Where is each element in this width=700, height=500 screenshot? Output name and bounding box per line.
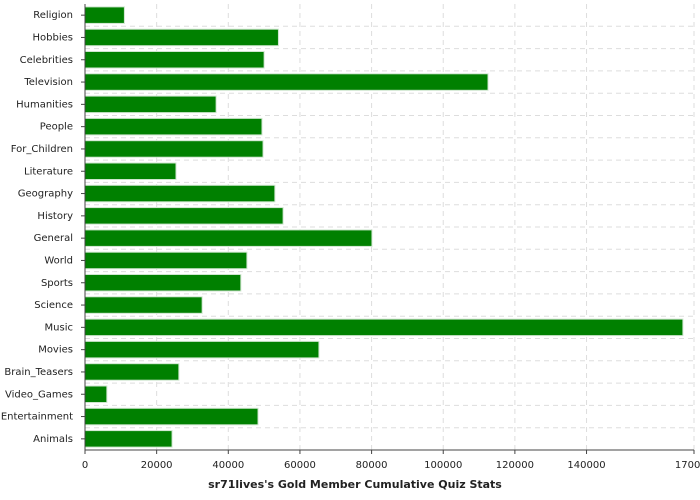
y-tick-label: Hobbies — [33, 32, 73, 43]
bar — [84, 6, 125, 24]
y-tick-label: Television — [23, 77, 73, 88]
y-tick-label: Music — [45, 322, 73, 333]
y-tick-label: Brain_Teasers — [4, 367, 73, 378]
bar — [84, 162, 177, 181]
bar — [84, 251, 248, 270]
bar — [84, 184, 276, 203]
y-tick-label: History — [37, 211, 73, 222]
y-tick-label: World — [44, 255, 73, 266]
x-tick-label: 40000 — [212, 460, 244, 471]
x-tick-label: 170000 — [675, 460, 700, 471]
bar — [84, 140, 264, 158]
bar — [84, 229, 373, 247]
y-tick-label: Science — [34, 300, 73, 311]
y-tick-label: People — [40, 122, 73, 133]
bar — [84, 407, 259, 426]
bar — [84, 95, 217, 114]
x-tick-label: 20000 — [141, 460, 173, 471]
bar — [84, 73, 489, 91]
y-tick-label: Animals — [33, 434, 73, 445]
y-tick-label: Video_Games — [5, 389, 73, 400]
x-tick-label: 100000 — [424, 460, 462, 471]
x-tick-label: 80000 — [356, 460, 388, 471]
chart-title: sr71lives's Gold Member Cumulative Quiz … — [208, 478, 502, 491]
bar — [84, 363, 180, 381]
y-tick-label: General — [34, 233, 73, 244]
bar — [84, 28, 279, 47]
bar — [84, 318, 684, 337]
y-tick-label: Religion — [33, 10, 73, 21]
y-tick-label: Celebrities — [20, 55, 73, 66]
y-tick-label: Entertainment — [1, 412, 73, 423]
bar — [84, 296, 203, 314]
x-tick-label: 140000 — [567, 460, 605, 471]
bar — [84, 273, 242, 292]
y-tick-label: For_Children — [11, 144, 73, 155]
bar — [84, 50, 265, 69]
bar — [84, 385, 108, 404]
y-tick-label: Humanities — [16, 99, 73, 110]
x-tick-label: 60000 — [284, 460, 316, 471]
bar — [84, 117, 263, 136]
y-tick-label: Movies — [38, 345, 73, 356]
x-tick-label: 120000 — [496, 460, 534, 471]
bar — [84, 207, 284, 225]
x-tick-label: 0 — [82, 460, 88, 471]
y-tick-label: Geography — [18, 189, 73, 200]
y-tick-label: Sports — [41, 278, 73, 289]
bar — [84, 340, 320, 359]
y-tick-label: Literature — [24, 166, 73, 177]
bar — [84, 430, 173, 448]
